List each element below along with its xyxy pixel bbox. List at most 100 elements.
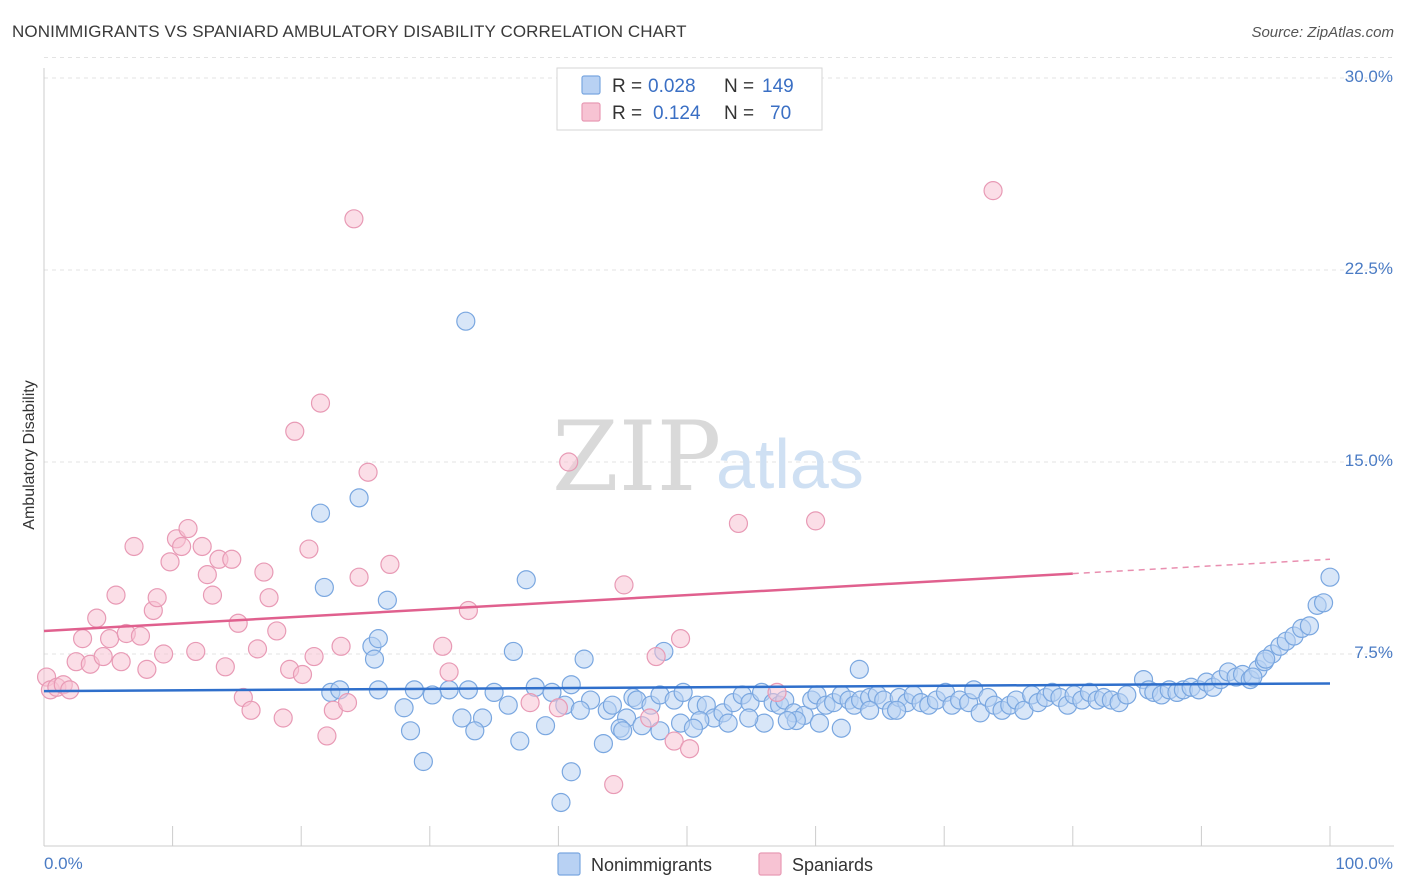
data-point	[860, 700, 880, 720]
data-point	[604, 774, 624, 795]
data-point	[809, 713, 830, 733]
data-point	[535, 716, 556, 736]
y-tick-label: 30.0%	[1345, 67, 1393, 86]
data-point	[93, 646, 113, 667]
data-point	[1256, 649, 1276, 669]
trend-line-extension-spaniards	[1072, 558, 1331, 575]
data-point	[178, 518, 198, 539]
data-point	[679, 739, 700, 759]
data-point	[640, 708, 660, 728]
data-point	[349, 488, 369, 508]
x-tick-label: 0.0%	[44, 854, 83, 873]
y-tick-label: 22.5%	[1345, 259, 1393, 278]
data-point	[1320, 567, 1340, 587]
data-point	[983, 181, 1003, 201]
data-point	[439, 662, 459, 682]
data-point	[137, 659, 157, 679]
legend-n-label: N =	[724, 103, 754, 124]
y-axis-label: Ambulatory Disability	[21, 380, 38, 529]
legend-row-spaniards: R = 0.124 N = 70	[581, 102, 791, 124]
data-point	[561, 675, 581, 695]
data-point	[273, 708, 293, 728]
legend-r-label: R =	[612, 103, 642, 124]
data-point	[670, 629, 691, 649]
series-points-nonimmigrants	[310, 311, 1340, 813]
data-point	[574, 649, 594, 669]
stats-legend: R = 0.028 N = 149 R = 0.124 N = 70	[556, 67, 823, 131]
data-point	[228, 613, 248, 633]
data-point	[292, 664, 313, 685]
data-point	[160, 552, 180, 572]
legend-r-value: 0.028	[648, 76, 696, 97]
data-point	[124, 536, 144, 557]
data-point	[520, 693, 540, 713]
data-point	[510, 731, 530, 751]
data-point	[570, 700, 590, 720]
data-point	[364, 649, 385, 669]
chart-title: NONIMMIGRANTS VS SPANIARD AMBULATORY DIS…	[12, 22, 687, 41]
data-point	[310, 393, 331, 413]
data-point	[646, 646, 666, 667]
data-point	[130, 626, 151, 646]
data-point	[368, 629, 388, 649]
data-point	[337, 693, 358, 713]
y-tick-label: 7.5%	[1354, 643, 1393, 662]
data-point	[498, 695, 518, 715]
data-point	[650, 721, 670, 741]
x-tick-labels: 0.0% 100.0%	[44, 854, 1393, 873]
data-point	[548, 698, 569, 718]
data-point	[465, 721, 485, 741]
legend-n-value: 70	[770, 103, 791, 124]
data-point	[602, 695, 623, 715]
y-tick-label: 15.0%	[1345, 451, 1393, 470]
data-point	[259, 588, 279, 608]
x-tick-label: 100.0%	[1335, 854, 1393, 873]
data-point	[664, 731, 684, 751]
data-point	[222, 549, 242, 569]
data-point	[777, 710, 797, 731]
legend-row-nonimmigrants: R = 0.028 N = 149	[581, 75, 794, 97]
data-point	[99, 629, 120, 649]
data-point	[1299, 616, 1320, 636]
data-point	[887, 700, 907, 720]
legend-swatch-nonimmigrants	[581, 75, 601, 95]
data-point	[516, 570, 536, 590]
trend-line-nonimmigrants	[43, 682, 1331, 693]
series-points-spaniards	[36, 181, 1003, 795]
data-point	[299, 539, 319, 559]
series-legend-swatch-nonimmigrants	[557, 852, 581, 876]
data-point	[433, 636, 453, 656]
data-point	[561, 762, 581, 782]
legend-r-value: 0.124	[653, 103, 701, 124]
data-point	[400, 721, 421, 741]
data-point	[728, 513, 749, 534]
points-layer	[36, 181, 1340, 813]
data-point	[422, 685, 442, 705]
data-point	[310, 503, 331, 523]
chart-source: Source: ZipAtlas.com	[1251, 24, 1394, 41]
data-point	[394, 698, 414, 718]
trend-line-spaniards	[43, 572, 1073, 633]
stats-legend-box	[556, 67, 823, 131]
data-point	[614, 575, 634, 595]
data-point	[202, 585, 223, 605]
legend-r-label: R =	[612, 76, 642, 97]
data-point	[317, 726, 337, 746]
data-point	[314, 577, 334, 598]
series-legend-label-spaniards: Spaniards	[792, 855, 873, 875]
series-legend: Nonimmigrants Spaniards	[557, 852, 873, 876]
data-point	[349, 567, 369, 587]
data-point	[484, 682, 504, 703]
data-point	[153, 644, 174, 664]
data-point	[1243, 667, 1263, 687]
legend-n-label: N =	[724, 76, 754, 97]
trend-layer	[43, 558, 1331, 693]
data-point	[683, 718, 704, 738]
data-point	[456, 311, 476, 331]
data-point	[831, 718, 851, 738]
data-point	[172, 536, 192, 557]
series-legend-swatch-spaniards	[758, 852, 782, 876]
series-legend-label-nonimmigrants: Nonimmigrants	[591, 855, 712, 875]
axes	[43, 68, 1394, 847]
